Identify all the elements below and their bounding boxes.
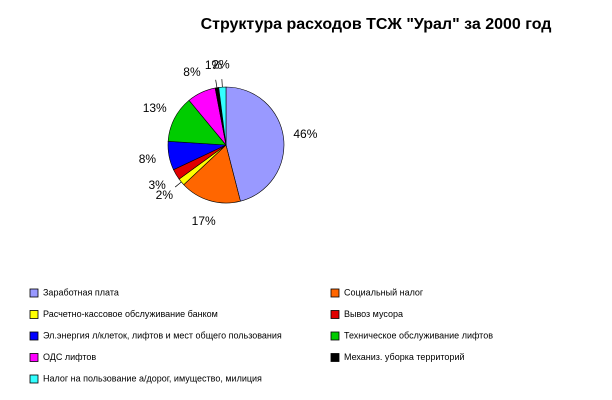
value-label: 8% [139, 152, 157, 166]
pie-slice [225, 86, 285, 202]
value-label: 8% [183, 65, 201, 79]
legend-swatch [29, 331, 39, 341]
legend-label: Заработная плата [43, 287, 119, 297]
legend-label: Техническое обслуживание лифтов [344, 330, 493, 340]
value-label: 3% [148, 178, 166, 192]
legend-label: Вывоз мусора [344, 309, 403, 319]
legend-label: Эл.энергия л/клеток, лифтов и мест общег… [43, 330, 282, 340]
legend-swatch [330, 331, 340, 341]
legend-swatch [29, 374, 39, 384]
legend-swatch [330, 288, 340, 298]
leader-line [215, 79, 218, 88]
legend-swatch [330, 353, 340, 362]
legend-label: Механиз. уборка территорий [344, 352, 465, 362]
legend-label: Налог на пользование а/дорог, имущество,… [43, 373, 262, 383]
legend-swatch [29, 353, 39, 362]
legend-label: Социальный налог [344, 287, 424, 297]
legend-label: ОДС лифтов [43, 352, 96, 362]
value-label: 2% [156, 188, 174, 202]
value-label: 17% [192, 214, 216, 228]
value-label: 13% [143, 101, 167, 115]
chart-title: Структура расходов ТСЖ "Урал" за 2000 го… [201, 16, 552, 33]
legend-swatch [330, 310, 340, 319]
leader-line [221, 79, 223, 88]
value-label: 2% [212, 57, 230, 71]
legend-swatch [29, 288, 39, 298]
value-label: 46% [293, 127, 317, 141]
legend-label: Расчетно-кассовое обслуживание банком [43, 309, 218, 319]
value-label: 1% [205, 58, 223, 72]
leader-line [174, 181, 182, 188]
pie-slice [183, 144, 241, 204]
legend-swatch [29, 310, 39, 319]
